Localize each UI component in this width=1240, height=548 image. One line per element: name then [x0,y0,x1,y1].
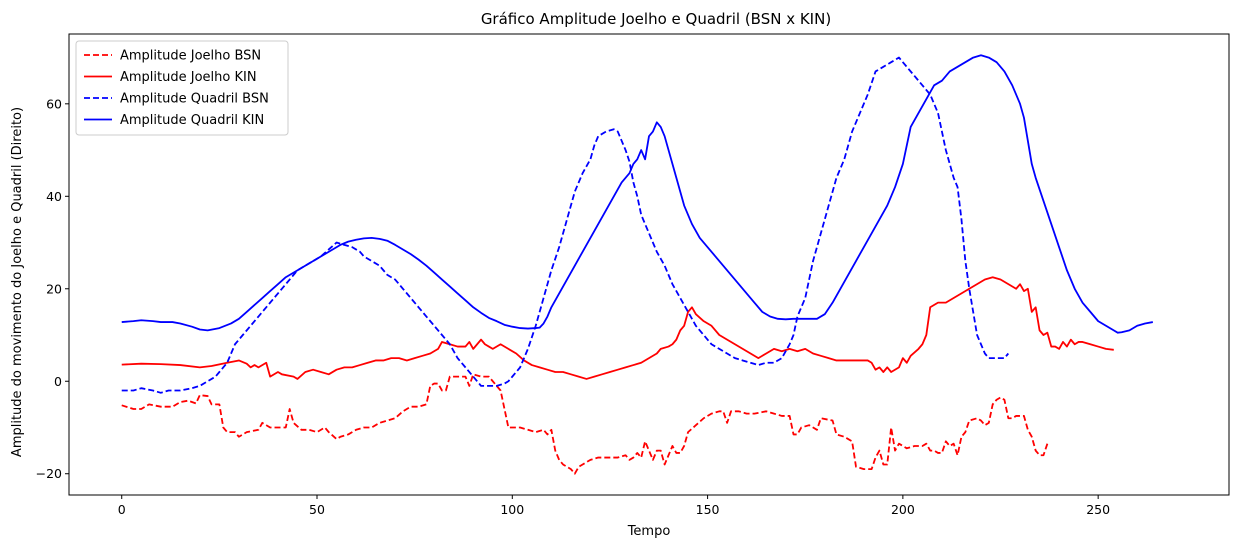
legend-label: Amplitude Joelho BSN [120,49,261,64]
x-tick-label: 250 [1086,502,1110,517]
x-axis-label: Tempo [627,524,671,539]
series-line-1 [121,373,1049,475]
series-line-2 [121,276,1114,380]
x-tick-label: 50 [309,502,325,517]
plot-area [121,54,1153,475]
series-line-4 [121,54,1153,334]
y-tick-label: −20 [36,466,62,481]
legend-label: Amplitude Quadril KIN [120,113,264,128]
x-tick-label: 0 [118,502,126,517]
y-tick-label: 60 [46,96,62,111]
x-tick-label: 200 [891,502,915,517]
y-tick-label: 20 [46,281,62,296]
chart-title: Gráfico Amplitude Joelho e Quadril (BSN … [481,10,831,28]
legend-box [75,40,289,136]
legend-label: Amplitude Joelho KIN [120,70,257,85]
legend-label: Amplitude Quadril BSN [120,92,269,107]
x-tick-label: 150 [696,502,720,517]
x-tick-label: 100 [500,502,524,517]
y-axis-label: Amplitude do movimento do Joelho e Quadr… [10,107,25,457]
y-tick-label: 0 [54,374,62,389]
legend: Amplitude Joelho BSN Amplitude Joelho KIN… [75,40,289,136]
plot-frame [68,33,1230,496]
axes: 0 50 100 150 200 250 −20 0 20 40 60 [36,33,1230,517]
y-tick-label: 40 [46,189,62,204]
series-line-3 [121,56,1010,394]
